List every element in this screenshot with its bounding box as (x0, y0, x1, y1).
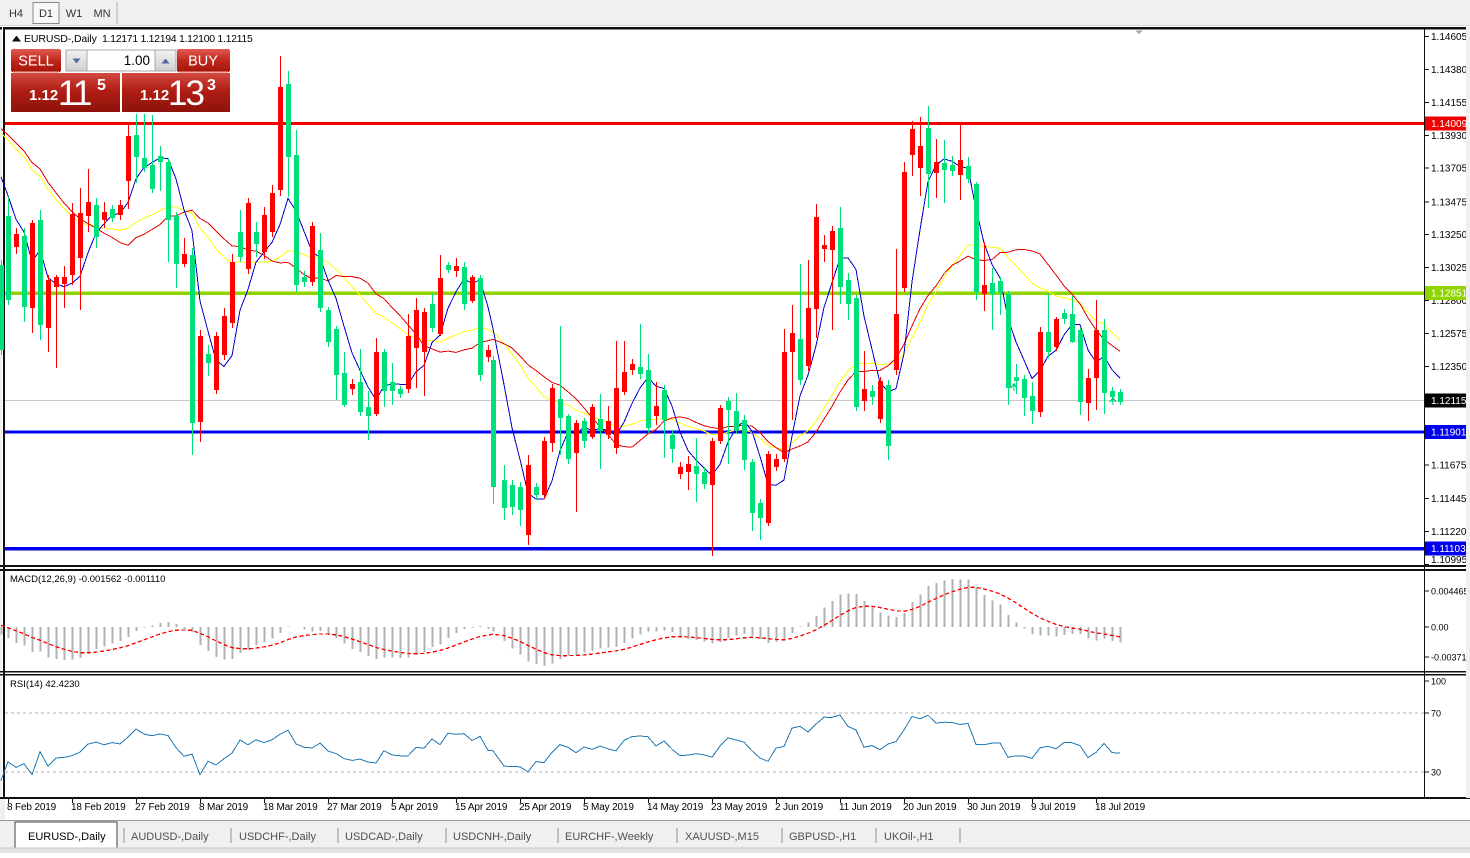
svg-text:D1: D1 (39, 8, 53, 20)
svg-text:1.13250: 1.13250 (1431, 230, 1468, 241)
svg-text:0.004465: 0.004465 (1431, 587, 1469, 597)
svg-text:RSI(14) 42.4230: RSI(14) 42.4230 (10, 679, 80, 690)
svg-text:SELL: SELL (18, 54, 53, 70)
svg-text:20 Jun 2019: 20 Jun 2019 (903, 802, 957, 813)
svg-text:14 May 2019: 14 May 2019 (647, 802, 704, 813)
svg-text:1.12800: 1.12800 (1431, 296, 1468, 307)
svg-text:1.11675: 1.11675 (1431, 461, 1467, 472)
svg-text:MN: MN (93, 8, 110, 20)
svg-text:EURCHF-,Weekly: EURCHF-,Weekly (565, 831, 654, 843)
svg-text:1.12: 1.12 (29, 87, 58, 104)
svg-text:9 Jul 2019: 9 Jul 2019 (1031, 802, 1076, 813)
svg-text:100: 100 (1431, 677, 1446, 687)
svg-text:18 Feb 2019: 18 Feb 2019 (71, 802, 126, 813)
svg-text:11 Jun 2019: 11 Jun 2019 (839, 802, 892, 813)
svg-text:25 Apr 2019: 25 Apr 2019 (519, 802, 572, 813)
svg-text:H4: H4 (9, 8, 23, 20)
svg-text:11: 11 (58, 74, 91, 113)
svg-text:1.14009: 1.14009 (1431, 119, 1468, 130)
svg-text:30: 30 (1431, 768, 1441, 778)
svg-text:1.12575: 1.12575 (1431, 329, 1468, 340)
svg-text:3: 3 (207, 77, 216, 94)
svg-text:AUDUSD-,Daily: AUDUSD-,Daily (131, 831, 209, 843)
svg-text:1.00: 1.00 (124, 53, 150, 68)
svg-text:5: 5 (97, 77, 106, 94)
svg-text:27 Mar 2019: 27 Mar 2019 (327, 802, 382, 813)
svg-text:W1: W1 (66, 8, 83, 20)
svg-text:1.11901: 1.11901 (1431, 427, 1467, 438)
svg-text:1.14155: 1.14155 (1431, 98, 1468, 109)
svg-text:1.13930: 1.13930 (1431, 131, 1468, 142)
svg-text:GBPUSD-,H1: GBPUSD-,H1 (789, 831, 856, 843)
svg-text:USDCNH-,Daily: USDCNH-,Daily (453, 831, 532, 843)
svg-text:UKOil-,H1: UKOil-,H1 (884, 831, 934, 843)
svg-text:XAUUSD-,M15: XAUUSD-,M15 (685, 831, 759, 843)
svg-text:5 Apr 2019: 5 Apr 2019 (391, 802, 438, 813)
svg-text:EURUSD-,Daily: EURUSD-,Daily (28, 831, 106, 843)
svg-text:30 Jun 2019: 30 Jun 2019 (967, 802, 1021, 813)
svg-text:8 Mar 2019: 8 Mar 2019 (199, 802, 249, 813)
svg-text:5 May 2019: 5 May 2019 (583, 802, 634, 813)
svg-text:8 Feb 2019: 8 Feb 2019 (7, 802, 57, 813)
svg-text:USDCAD-,Daily: USDCAD-,Daily (345, 831, 423, 843)
svg-text:1.13025: 1.13025 (1431, 263, 1468, 274)
svg-text:1.11445: 1.11445 (1431, 494, 1467, 505)
svg-text:1.12171 1.12194 1.12100 1.1211: 1.12171 1.12194 1.12100 1.12115 (102, 33, 253, 45)
svg-text:18 Jul 2019: 18 Jul 2019 (1095, 802, 1146, 813)
svg-text:1.12350: 1.12350 (1431, 362, 1468, 373)
svg-text:BUY: BUY (188, 54, 218, 70)
svg-text:1.11220: 1.11220 (1431, 527, 1467, 538)
svg-text:EURUSD-,Daily: EURUSD-,Daily (24, 33, 98, 45)
svg-text:1.13705: 1.13705 (1431, 164, 1468, 175)
svg-text:2 Jun 2019: 2 Jun 2019 (775, 802, 824, 813)
svg-text:1.14605: 1.14605 (1431, 32, 1468, 43)
svg-text:27 Feb 2019: 27 Feb 2019 (135, 802, 190, 813)
svg-text:15 Apr 2019: 15 Apr 2019 (455, 802, 508, 813)
svg-text:1.14380: 1.14380 (1431, 65, 1468, 76)
svg-text:1.12115: 1.12115 (1431, 396, 1467, 407)
svg-text:1.11103: 1.11103 (1431, 544, 1466, 555)
svg-text:18 Mar 2019: 18 Mar 2019 (263, 802, 318, 813)
svg-text:23 May 2019: 23 May 2019 (711, 802, 768, 813)
svg-text:-0.003715: -0.003715 (1431, 653, 1470, 663)
svg-text:1.10995: 1.10995 (1431, 555, 1468, 566)
svg-text:MACD(12,26,9) -0.001562 -0.001: MACD(12,26,9) -0.001562 -0.001110 (10, 574, 165, 585)
svg-text:1.12851: 1.12851 (1431, 289, 1468, 300)
svg-text:1.12: 1.12 (140, 87, 169, 104)
svg-text:1.13475: 1.13475 (1431, 197, 1468, 208)
svg-text:0.00: 0.00 (1431, 623, 1449, 633)
svg-text:70: 70 (1431, 709, 1441, 719)
svg-text:USDCHF-,Daily: USDCHF-,Daily (239, 831, 317, 843)
svg-text:13: 13 (168, 74, 203, 113)
